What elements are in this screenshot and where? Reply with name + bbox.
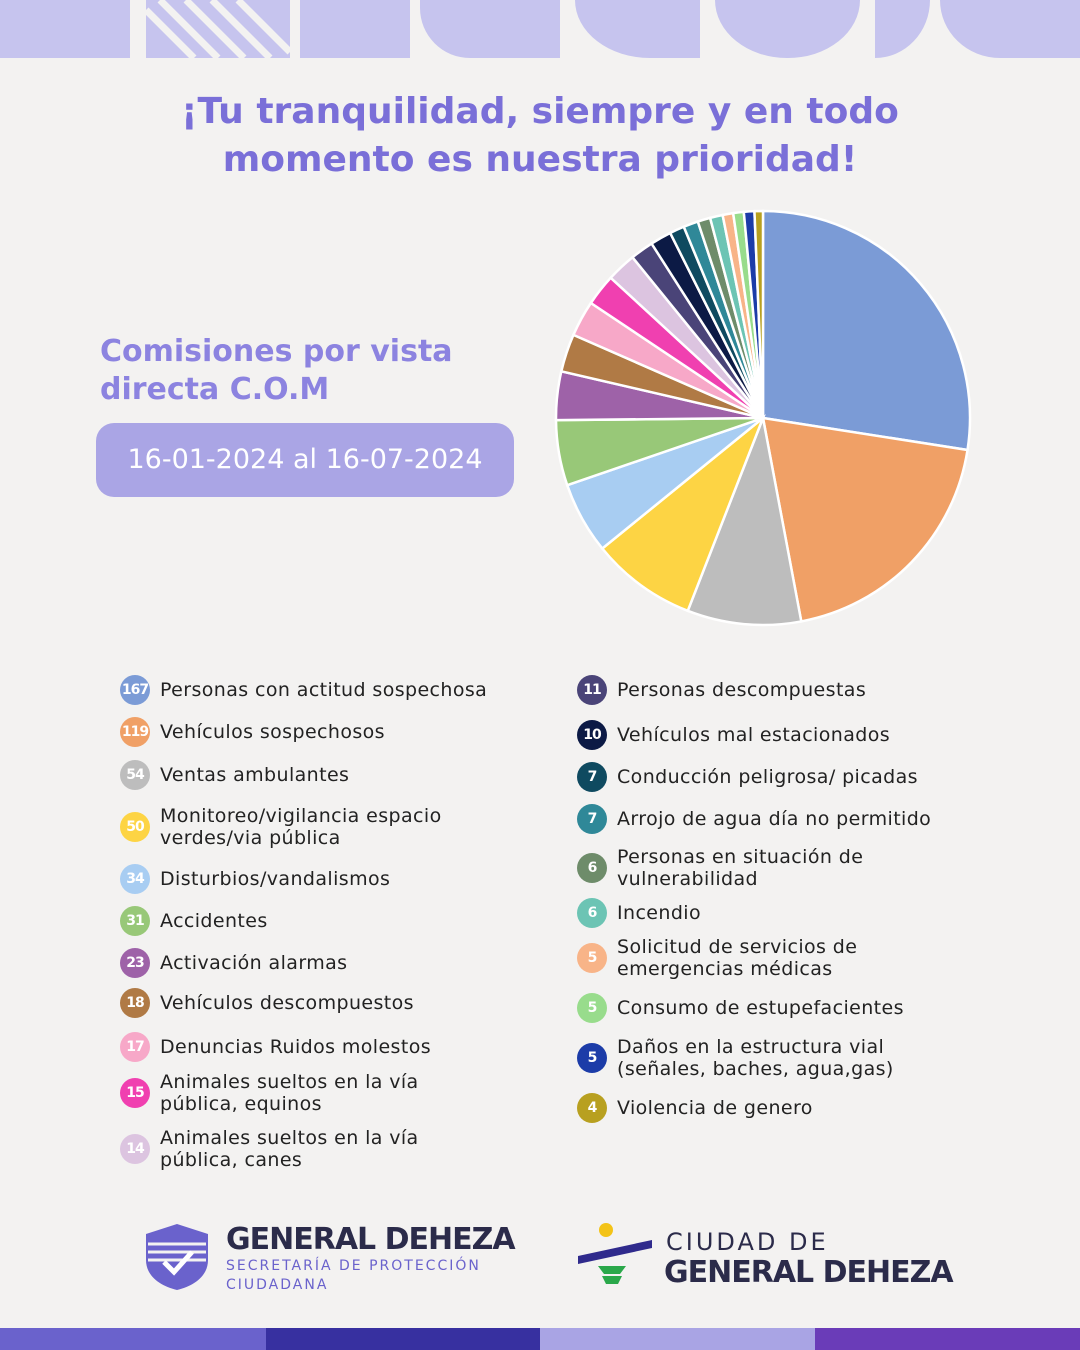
legend-item: 167 Personas con actitud sospechosa: [120, 666, 540, 714]
legend-label: Denuncias Ruidos molestos: [160, 1036, 432, 1058]
legend-label: Arrojo de agua día no permitido: [617, 808, 932, 830]
period-badge: 16-01-2024 al 16-07-2024: [96, 423, 514, 497]
legend-label: Vehículos sospechosos: [160, 721, 385, 743]
legend-label: Animales sueltos en la vía pública, cane…: [160, 1127, 419, 1171]
legend-item: 34 Disturbios/vandalismos: [120, 855, 540, 903]
legend-value: 167: [120, 675, 150, 705]
legend-item: 31 Accidentes: [120, 897, 540, 945]
legend-item: 4 Violencia de genero: [577, 1084, 967, 1132]
legend-label: Ventas ambulantes: [160, 764, 350, 786]
pie-slice: [753, 209, 765, 419]
legend-item: 18 Vehículos descompuestos: [120, 979, 540, 1027]
pie-slice: [600, 414, 766, 613]
legend-value: 5: [577, 943, 607, 973]
footer-left-title: GENERAL DEHEZA: [226, 1222, 516, 1257]
legend-item: 15 Animales sueltos en la vía pública, eq…: [120, 1069, 460, 1117]
legend-value: 31: [120, 906, 150, 936]
pie-chart: [554, 209, 972, 627]
legend-value: 6: [577, 898, 607, 928]
legend-value: 17: [120, 1032, 150, 1062]
legend-item: 119 Vehículos sospechosos: [120, 708, 540, 756]
top-decoration: [0, 0, 1080, 60]
legend-label: Monitoreo/vigilancia espacio verdes/via …: [160, 805, 442, 849]
legend-label: Disturbios/vandalismos: [160, 868, 391, 890]
legend-value: 15: [120, 1078, 150, 1108]
subtitle: Comisiones por vista directa C.O.M: [100, 334, 453, 407]
legend-label: Activación alarmas: [160, 952, 348, 974]
legend-value: 34: [120, 864, 150, 894]
legend-item: 10 Vehículos mal estacionados: [577, 711, 967, 759]
legend-label: Animales sueltos en la vía pública, equi…: [160, 1071, 419, 1115]
legend-label: Consumo de estupefacientes: [617, 997, 904, 1019]
footer-right-line1: CIUDAD DE: [666, 1228, 829, 1256]
legend-value: 50: [120, 812, 150, 842]
legend-item: 5 Daños en la estructura vial (señales, b…: [577, 1034, 967, 1082]
legend-label: Conducción peligrosa/ picadas: [617, 766, 918, 788]
legend-label: Vehículos descompuestos: [160, 992, 414, 1014]
title: ¡Tu tranquilidad, siempre y en todo mome…: [181, 91, 899, 180]
legend-item: 7 Conducción peligrosa/ picadas: [577, 753, 967, 801]
legend-value: 7: [577, 762, 607, 792]
legend-item: 6 Incendio: [577, 889, 967, 937]
pie-slice: [761, 416, 969, 623]
legend-label: Incendio: [617, 902, 701, 924]
legend-value: 7: [577, 804, 607, 834]
legend-label: Personas en situación de vulnerabilidad: [617, 846, 864, 890]
pie-slice: [686, 413, 803, 627]
legend-value: 14: [120, 1134, 150, 1164]
legend-label: Vehículos mal estacionados: [617, 724, 891, 746]
city-logo: [578, 1223, 652, 1284]
legend-value: 5: [577, 1043, 607, 1073]
footer-left-subtitle: SECRETARÍA DE PROTECCIÓN CIUDADANA: [226, 1258, 481, 1293]
legend-item: 54 Ventas ambulantes: [120, 751, 540, 799]
legend-item: 11 Personas descompuestas: [577, 666, 967, 714]
legend-item: 6 Personas en situación de vulnerabilidad: [577, 844, 967, 892]
legend-label: Personas con actitud sospechosa: [160, 679, 488, 701]
legend-item: 17 Denuncias Ruidos molestos: [120, 1023, 540, 1071]
legend-item: 5 Solicitud de servicios de emergencias m…: [577, 934, 967, 982]
legend-label: Violencia de genero: [617, 1097, 813, 1119]
footer-right-line2: GENERAL DEHEZA: [664, 1255, 954, 1290]
legend-value: 18: [120, 988, 150, 1018]
legend-label: Personas descompuestas: [617, 679, 867, 701]
legend-label: Daños en la estructura vial (señales, ba…: [617, 1036, 894, 1080]
legend-value: 119: [120, 717, 150, 747]
legend-item: 50 Monitoreo/vigilancia espacio verdes/vi…: [120, 803, 540, 851]
legend-item: 23 Activación alarmas: [120, 939, 540, 987]
legend-item: 14 Animales sueltos en la vía pública, ca…: [120, 1125, 460, 1173]
legend-value: 6: [577, 853, 607, 883]
legend-value: 54: [120, 760, 150, 790]
legend-label: Accidentes: [160, 910, 268, 932]
legend-item: 7 Arrojo de agua día no permitido: [577, 795, 967, 843]
legend-item: 5 Consumo de estupefacientes: [577, 984, 967, 1032]
legend-value: 5: [577, 993, 607, 1023]
pie-slice: [761, 209, 972, 452]
legend-value: 11: [577, 675, 607, 705]
shield-logo: [146, 1224, 208, 1290]
legend-value: 23: [120, 948, 150, 978]
bottom-stripe: [0, 1328, 1080, 1350]
legend-label: Solicitud de servicios de emergencias mé…: [617, 936, 858, 980]
legend-value: 4: [577, 1093, 607, 1123]
legend-value: 10: [577, 720, 607, 750]
